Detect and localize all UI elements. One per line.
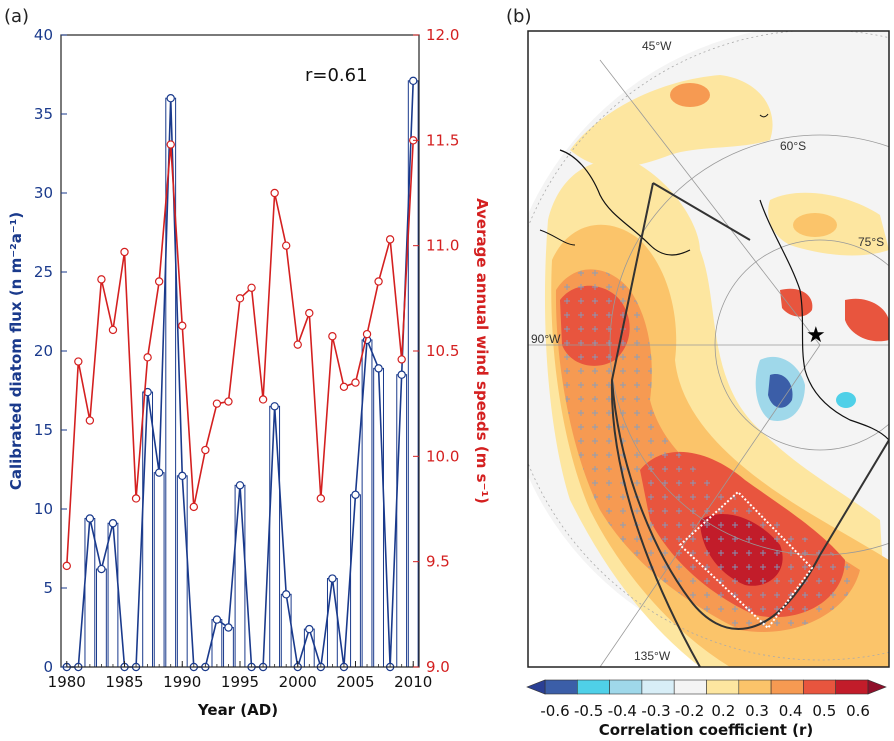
diatom-point [351,490,360,499]
x-tick-label: 1985 [105,673,143,691]
wind-point [97,275,106,284]
diatom-point [270,402,279,411]
diatom-point [235,481,245,490]
y-tick-label-right: 10.0 [426,447,459,465]
wind-point [74,357,83,366]
diatom-bar [303,628,315,668]
wind-point [374,277,383,286]
wind-point [189,502,199,512]
wind-point [143,353,152,362]
y-tick-label-right: 11.5 [426,131,459,149]
wind-point [281,241,291,250]
diatom-point [212,615,222,624]
diatom-point [166,93,175,103]
y-tick-label-right: 9.0 [426,658,450,676]
diatom-bar [142,391,154,668]
y-tick-label-left: 20 [34,342,53,360]
diatom-point [281,590,291,599]
wind-point [247,283,256,292]
diatom-point [178,471,187,481]
diatom-point [154,468,164,477]
wind-point [62,561,71,571]
x-tick-label: 2000 [279,673,317,691]
correlation-annotation: r=0.61 [305,65,368,86]
diatom-point [224,623,233,632]
y-tick-label-left: 30 [34,184,53,202]
diatom-point [409,76,418,86]
wind-point [362,329,372,339]
wind-point [316,494,326,503]
panel-b-label: (b) [506,6,532,27]
wind-point [120,247,129,257]
y-tick-label-left: 25 [34,263,53,281]
wind-point [154,277,164,286]
wind-point [270,188,279,198]
y-axis-title-right: Average annual wind speeds (m s⁻¹) [473,198,491,504]
diatom-point [85,514,95,523]
wind-point [385,235,395,244]
wind-point [85,416,95,425]
diatom-bar [350,494,361,668]
wind-point [131,494,141,503]
diatom-bar [326,578,338,668]
x-tick-label: 1980 [48,673,86,691]
x-tick-label: 1995 [221,673,259,691]
diatom-point [305,624,314,634]
diatom-bar [84,517,96,668]
wind-point [235,294,245,303]
y-tick-label-left: 15 [34,421,53,439]
y-tick-label-right: 10.5 [426,342,459,360]
chart-a-frame [60,34,420,668]
diatom-point [374,364,383,373]
wind-point [258,395,268,404]
y-tick-label-left: 5 [43,579,53,597]
diatom-bar [153,472,165,668]
y-tick-label-left: 0 [43,658,53,676]
x-tick-label: 2005 [336,673,374,691]
diatom-bar [96,568,107,668]
x-tick-label: 2010 [394,673,432,691]
diatom-bar [396,374,408,668]
diatom-bar [107,522,119,668]
wind-point [305,308,314,318]
x-axis-title: Year (AD) [197,701,278,719]
wind-series-line [65,140,415,566]
wind-point [224,397,233,406]
y-tick-label-left: 10 [34,500,53,518]
diatom-point [108,519,118,528]
diatom-bar [223,627,234,668]
diatom-bar [269,405,281,668]
diatom-point [397,370,406,379]
wind-point [351,378,360,387]
y-tick-label-right: 9.5 [426,553,450,571]
diatom-bar [234,484,246,668]
y-tick-label-left: 35 [34,105,53,123]
y-tick-label-right: 11.0 [426,237,459,255]
panel-a-label: (a) [4,6,30,27]
wind-point [212,399,222,408]
diatom-bar [176,475,188,668]
wind-point [201,445,210,455]
diatom-point [328,574,337,583]
wind-point [397,355,406,364]
diatom-bar [280,593,292,668]
wind-point [108,325,118,335]
diatom-bar [211,619,223,668]
diatom-bar [373,367,384,668]
wind-point [339,382,349,392]
diatom-point [97,564,106,574]
wind-point [293,340,302,349]
diatom-series-line [66,80,415,668]
y-tick-label-left: 40 [34,26,53,44]
x-tick-label: 1990 [163,673,201,691]
wind-point [166,140,175,149]
wind-point [328,332,337,341]
y-axis-title-left: Calibrated diatom flux (n m⁻²a⁻¹) [7,212,25,490]
y-tick-label-right: 12.0 [426,26,459,44]
wind-point [178,321,187,330]
